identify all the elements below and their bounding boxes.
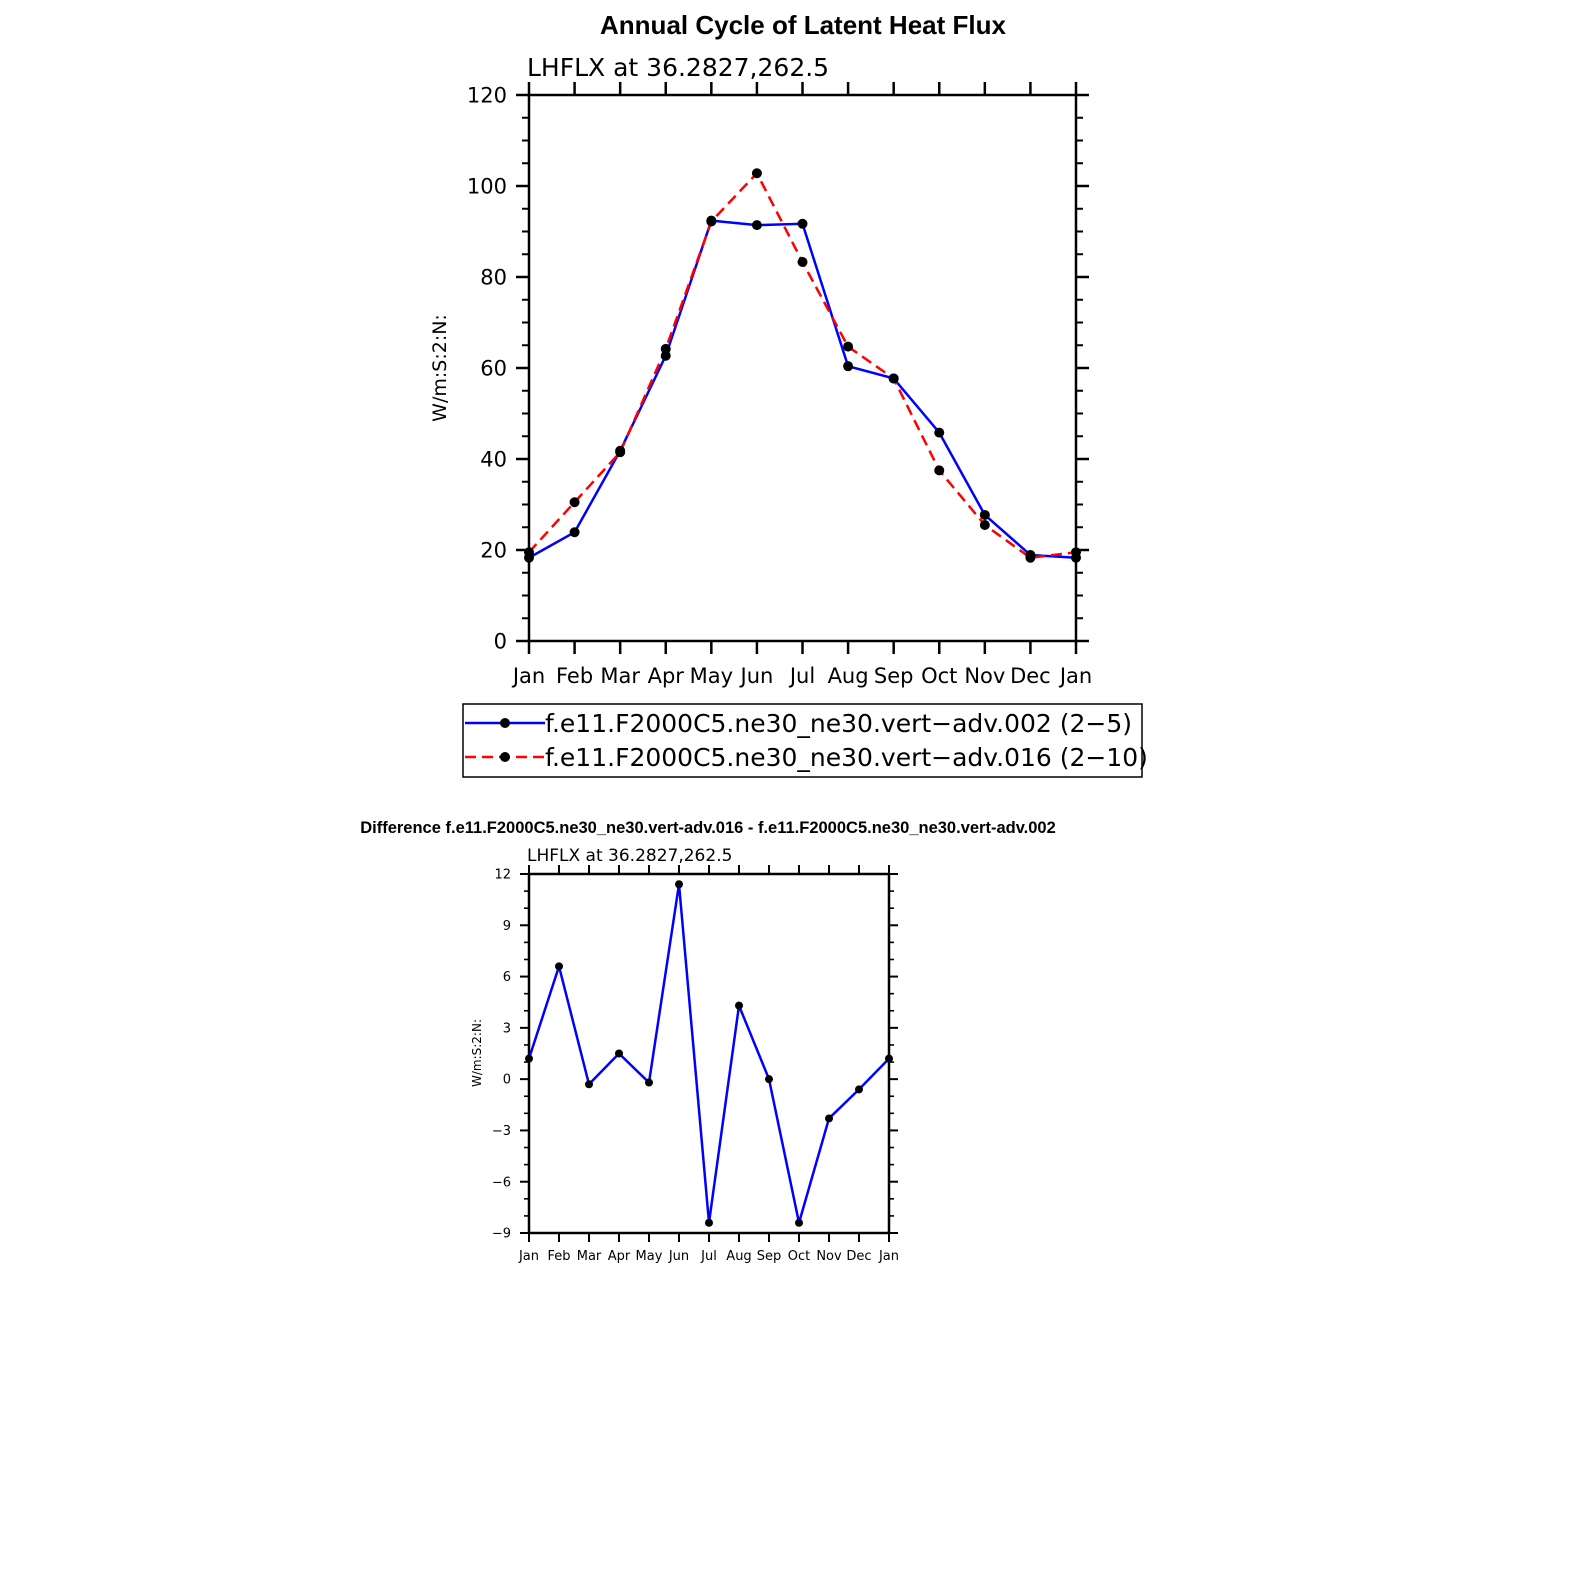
difference-y-tick-label: 0: [503, 1073, 511, 1088]
chart-subtitle: LHFLX at 36.2827,262.5: [527, 53, 829, 82]
difference-x-tick-label: Nov: [816, 1249, 842, 1264]
difference-x-tick-label: Apr: [608, 1249, 631, 1264]
x-tick-label: Jul: [788, 664, 815, 688]
difference-series-1-point: [735, 1001, 743, 1010]
difference-x-tick-label: Aug: [726, 1249, 751, 1264]
chart-title: Annual Cycle of Latent Heat Flux: [600, 10, 1006, 40]
series-2-point: [615, 447, 626, 458]
difference-plot-frame: [527, 872, 891, 1235]
y-tick-label: 40: [480, 447, 507, 471]
series-2-point: [1071, 547, 1081, 558]
difference-axis-ticks: Jan Feb Mar Apr May Jun Jul Aug Sep Oct Nov Dec Jan−…: [492, 865, 899, 1264]
series-1-point: [843, 361, 854, 372]
difference-x-tick-label: Sep: [757, 1249, 782, 1264]
legend-label-series1: f.e11.F2000C5.ne30_ne30.vert−adv.002 (2−…: [545, 709, 1132, 738]
series-1-point: [934, 427, 945, 438]
difference-series-1-point: [525, 1054, 533, 1063]
x-tick-label: Jan: [511, 664, 545, 688]
x-tick-label: Jun: [739, 664, 774, 688]
y-tick-label: 120: [467, 83, 507, 107]
series-1-point: [751, 220, 762, 231]
series-2-point: [751, 168, 762, 179]
difference-x-tick-label: Oct: [788, 1249, 810, 1264]
difference-y-axis-label: W/m:S:2:N:: [470, 1019, 484, 1087]
difference-series-1-point: [585, 1080, 593, 1089]
difference-series-1-point: [765, 1075, 773, 1084]
legend-marker-series2: [500, 752, 510, 762]
series-2-point: [843, 341, 854, 352]
legend-box: [462, 703, 1143, 778]
y-tick-label: 20: [480, 538, 507, 562]
difference-series-1-point: [675, 880, 683, 889]
legend-label-series2: f.e11.F2000C5.ne30_ne30.vert−adv.016 (2−…: [545, 743, 1148, 772]
difference-series-1-point: [825, 1114, 833, 1123]
y-tick-label: 100: [467, 174, 507, 198]
x-tick-label: Mar: [600, 664, 640, 688]
series-2-point: [706, 216, 717, 227]
y-tick-label: 0: [494, 629, 507, 653]
difference-y-tick-label: 12: [494, 868, 511, 883]
difference-x-tick-label: Dec: [846, 1249, 871, 1264]
x-tick-label: Sep: [874, 664, 914, 688]
difference-chart: Difference f.e11.F2000C5.ne30_ne30.vert-…: [360, 819, 1056, 1264]
difference-series-1-point: [705, 1218, 713, 1227]
axis-ticks: Jan Feb Mar Apr May Jun Jul Aug Sep Oct Nov Dec Jan0…: [467, 82, 1092, 688]
y-tick-label: 80: [480, 265, 507, 289]
difference-y-tick-label: −9: [492, 1227, 511, 1242]
series-1-line: [528, 219, 1077, 559]
difference-x-tick-label: Jul: [700, 1249, 717, 1264]
difference-x-tick-label: Mar: [577, 1249, 602, 1264]
x-tick-label: Nov: [964, 664, 1005, 688]
plot-frame: [527, 93, 1078, 643]
difference-x-tick-label: Feb: [547, 1249, 570, 1264]
difference-y-tick-label: 6: [503, 970, 511, 985]
series-1-point: [797, 218, 808, 229]
difference-x-tick-label: Jun: [668, 1249, 689, 1264]
annual-cycle-chart: Annual Cycle of Latent Heat Flux LHFLX a…: [429, 10, 1092, 688]
series-2-point: [934, 465, 945, 476]
series-2-point: [660, 343, 671, 354]
difference-series-1-point: [855, 1085, 863, 1094]
difference-series-group: [525, 880, 893, 1227]
series-2-point: [1025, 552, 1036, 563]
difference-y-tick-label: −6: [492, 1175, 511, 1190]
difference-subtitle: LHFLX at 36.2827,262.5: [527, 846, 732, 866]
difference-x-tick-label: Jan: [518, 1249, 539, 1264]
series-2-point: [888, 373, 899, 384]
x-tick-label: Feb: [556, 664, 593, 688]
difference-series-1-point: [795, 1218, 803, 1227]
series-2-point: [524, 547, 534, 558]
difference-y-tick-label: −3: [492, 1124, 511, 1139]
difference-x-tick-label: Jan: [878, 1249, 899, 1264]
x-tick-label: Oct: [921, 664, 957, 688]
legend-marker-series1: [500, 718, 510, 728]
y-axis-label: W/m:S:2:N:: [429, 314, 451, 422]
series-2-line: [528, 171, 1077, 560]
difference-y-tick-label: 3: [503, 1021, 511, 1036]
difference-series-1-point: [645, 1078, 653, 1087]
legend: f.e11.F2000C5.ne30_ne30.vert−adv.002 (2−…: [462, 703, 1148, 778]
difference-x-tick-label: May: [636, 1249, 663, 1264]
x-tick-label: May: [690, 664, 733, 688]
x-tick-label: Aug: [828, 664, 869, 688]
difference-y-tick-label: 9: [503, 919, 511, 934]
series-1-point: [569, 527, 580, 538]
difference-title: Difference f.e11.F2000C5.ne30_ne30.vert-…: [360, 819, 1056, 837]
difference-series-1-line: [527, 884, 890, 1224]
y-tick-label: 60: [480, 356, 507, 380]
series-1-point: [979, 509, 990, 520]
difference-series-1-point: [555, 962, 563, 971]
series-2-point: [569, 497, 580, 508]
difference-series-1-point: [885, 1054, 893, 1063]
x-tick-label: Apr: [648, 664, 685, 688]
difference-series-1-point: [615, 1049, 623, 1058]
x-tick-label: Dec: [1010, 664, 1051, 688]
series-2-point: [979, 519, 990, 530]
series-2-point: [797, 256, 808, 267]
series-group: [524, 168, 1081, 563]
x-tick-label: Jan: [1058, 664, 1092, 688]
